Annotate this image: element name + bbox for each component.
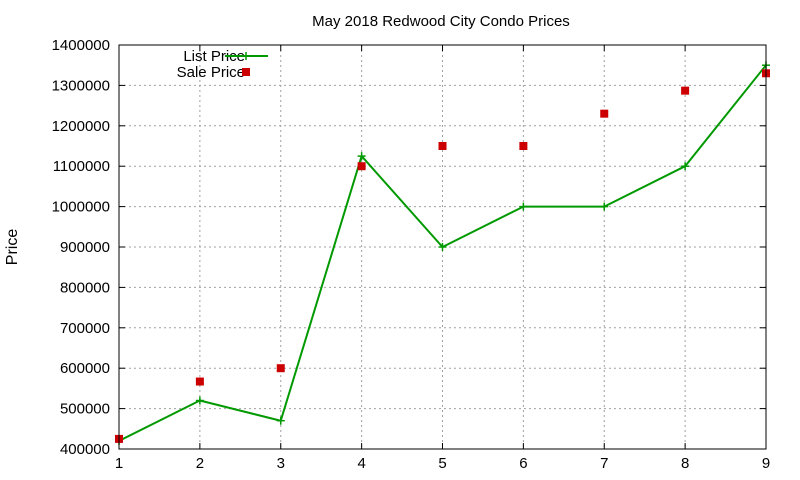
list-price-point (681, 162, 690, 171)
list-price-point (195, 396, 204, 405)
y-tick-label: 400000 (60, 441, 110, 458)
x-tick-label: 8 (681, 455, 689, 472)
list-price-point (438, 243, 447, 251)
legend-label: List Price (183, 48, 245, 65)
y-tick-label: 1400000 (52, 37, 110, 54)
x-tick-label: 3 (277, 455, 285, 472)
list-price-point (600, 202, 609, 211)
x-tick-label: 9 (762, 455, 770, 472)
x-tick-label: 5 (438, 455, 446, 472)
y-axis-label: Price (4, 229, 21, 266)
sale-price-point (276, 364, 285, 373)
legend-cross-swatch (242, 52, 250, 60)
list-price-point (276, 416, 285, 425)
series-layer (115, 61, 770, 445)
y-tick-label: 500000 (60, 401, 110, 418)
y-tick-label: 1100000 (53, 158, 110, 175)
x-tick-label: 6 (519, 455, 527, 472)
y-tick-label: 700000 (60, 320, 110, 337)
y-tick-label: 1300000 (52, 77, 110, 94)
legend-square-swatch (242, 68, 250, 76)
x-tick-label: 7 (600, 455, 608, 472)
x-tick-label: 4 (357, 455, 365, 472)
y-tick-label: 800000 (60, 279, 110, 296)
sale-price-point (600, 109, 609, 118)
sale-price-point (357, 162, 366, 171)
y-tick-label: 600000 (60, 360, 110, 377)
legend-label: Sale Price (177, 64, 245, 81)
y-tick-label: 900000 (60, 239, 110, 256)
sale-price-point (438, 142, 447, 150)
x-tick-label: 2 (196, 455, 204, 472)
x-tick-label: 1 (115, 455, 123, 472)
sale-price-point (519, 142, 528, 150)
plot-frame (118, 44, 767, 450)
tick-labels: 400000 500000 600000 700000 800000 900000 1000… (52, 37, 771, 472)
sale-price-point (195, 377, 204, 386)
y-tick-label: 1200000 (52, 118, 110, 135)
series-list-price (115, 61, 770, 445)
list-price-point (357, 152, 366, 161)
y-tick-label: 1000000 (52, 199, 110, 216)
chart-title: May 2018 Redwood City Condo Prices (312, 13, 570, 30)
sale-price-point (681, 86, 690, 95)
list-price-point (519, 202, 528, 211)
